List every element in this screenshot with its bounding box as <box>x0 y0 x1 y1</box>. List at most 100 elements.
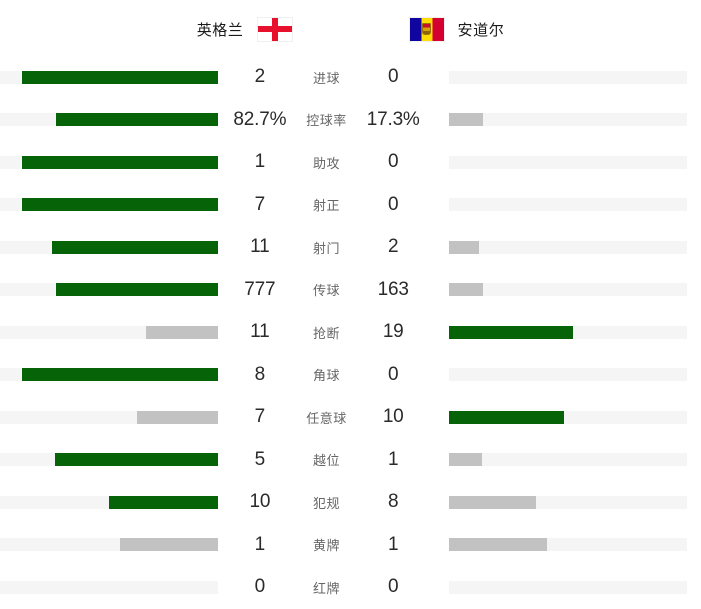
away-stat-value: 0 <box>388 151 399 173</box>
home-stat-value: 0 <box>254 576 266 598</box>
stat-label: 任意球 <box>306 410 347 426</box>
home-bar-track <box>0 240 218 254</box>
home-team-name: 英格兰 <box>196 21 244 39</box>
away-stat-value: 8 <box>388 491 399 513</box>
away-bar-track <box>449 325 687 339</box>
home-stat-value: 2 <box>254 66 266 88</box>
home-stat-value: 10 <box>249 491 271 513</box>
home-stat-value: 82.7% <box>233 108 287 130</box>
stat-row: 7 射正 0 <box>0 184 701 227</box>
away-stat-value: 1 <box>388 448 399 470</box>
stat-label: 黄牌 <box>313 538 341 554</box>
stat-label: 抢断 <box>313 325 341 341</box>
away-stat-value: 2 <box>388 236 399 258</box>
away-bar-track <box>449 113 687 127</box>
away-bar-track <box>449 368 687 382</box>
stat-row: 10 犯规 8 <box>0 481 701 524</box>
home-bar-fill <box>55 283 218 297</box>
stat-center-column: 1 黄牌 1 <box>218 534 435 556</box>
stat-row: 7 任意球 10 <box>0 396 701 439</box>
home-bar-track <box>0 155 218 169</box>
home-bar-fill <box>54 453 218 467</box>
home-bar-track <box>0 325 218 339</box>
home-stat-value: 11 <box>250 236 270 258</box>
away-bar-track <box>449 155 687 169</box>
stat-row: 5 越位 1 <box>0 439 701 482</box>
home-bar-track <box>0 410 218 424</box>
stat-row: 1 黄牌 1 <box>0 524 701 567</box>
stat-label: 传球 <box>313 283 341 299</box>
stat-center-column: 5 越位 1 <box>218 449 435 471</box>
away-stat-value: 0 <box>388 66 399 88</box>
stat-center-column: 82.7% 控球率 17.3% <box>218 109 435 131</box>
home-bar-track <box>0 198 218 212</box>
away-bar-track <box>449 495 687 509</box>
away-bar-track <box>449 240 687 254</box>
away-bar-track <box>449 580 687 594</box>
stat-center-column: 1 助攻 0 <box>218 151 435 173</box>
stat-center-column: 2 进球 0 <box>218 66 435 88</box>
stat-center-column: 10 犯规 8 <box>218 491 435 513</box>
home-bar-track <box>0 495 218 509</box>
stat-label: 射正 <box>313 198 341 214</box>
home-bar-fill <box>108 495 218 509</box>
stat-label: 助攻 <box>313 155 341 171</box>
away-bar-track <box>449 538 687 552</box>
away-bar-fill <box>449 325 573 339</box>
stat-row: 0 红牌 0 <box>0 566 701 609</box>
home-stat-value: 1 <box>254 151 266 173</box>
match-header: 英格兰 安道尔 <box>0 0 701 56</box>
away-bar-fill <box>449 495 536 509</box>
home-stat-value: 11 <box>250 321 270 343</box>
home-stat-value: 7 <box>254 406 266 428</box>
stat-label: 犯规 <box>313 495 341 511</box>
stat-center-column: 11 射门 2 <box>218 236 435 258</box>
stat-rows-list: 2 进球 0 82.7% 控球率 17.3% 1 助攻 0 7 射正 0 11 射门 2 777 传球 163 11… <box>0 56 701 609</box>
away-stat-value: 163 <box>377 278 409 300</box>
away-bar-fill <box>449 538 547 552</box>
away-stat-value: 10 <box>382 406 404 428</box>
away-team-name: 安道尔 <box>457 21 505 39</box>
stat-label: 控球率 <box>306 113 347 129</box>
stat-center-column: 0 红牌 0 <box>218 576 435 598</box>
away-bar-fill <box>449 410 564 424</box>
home-bar-track <box>0 368 218 382</box>
away-stat-value: 0 <box>388 193 399 215</box>
home-stat-value: 7 <box>254 193 266 215</box>
stat-label: 红牌 <box>313 580 341 596</box>
home-bar-track <box>0 580 218 594</box>
stat-center-column: 11 抢断 19 <box>218 321 435 343</box>
stat-row: 11 抢断 19 <box>0 311 701 354</box>
stat-row: 1 助攻 0 <box>0 141 701 184</box>
stat-row: 8 角球 0 <box>0 354 701 397</box>
away-bar-fill <box>449 453 482 467</box>
home-team-block[interactable]: 英格兰 <box>196 17 292 41</box>
away-team-block[interactable]: 安道尔 <box>409 17 505 41</box>
stat-label: 角球 <box>313 368 341 384</box>
england-flag-icon <box>257 17 292 41</box>
stat-row: 777 传球 163 <box>0 269 701 312</box>
home-bar-fill <box>21 70 218 84</box>
home-bar-fill <box>137 410 218 424</box>
home-bar-fill <box>52 240 218 254</box>
away-bar-fill <box>449 283 483 297</box>
stat-center-column: 7 射正 0 <box>218 194 435 216</box>
home-stat-value: 5 <box>254 448 266 470</box>
home-bar-track <box>0 70 218 84</box>
home-bar-fill <box>21 198 218 212</box>
home-bar-track <box>0 453 218 467</box>
stat-center-column: 777 传球 163 <box>218 279 435 301</box>
home-bar-track <box>0 538 218 552</box>
away-bar-track <box>449 198 687 212</box>
home-bar-fill <box>55 113 218 127</box>
home-bar-fill <box>21 368 218 382</box>
stat-row: 2 进球 0 <box>0 56 701 99</box>
stat-label: 射门 <box>313 240 341 256</box>
home-stat-value: 1 <box>254 533 266 555</box>
away-bar-fill <box>449 113 483 127</box>
home-stat-value: 777 <box>244 278 276 300</box>
stat-row: 11 射门 2 <box>0 226 701 269</box>
home-bar-fill <box>146 325 218 339</box>
stat-row: 82.7% 控球率 17.3% <box>0 99 701 142</box>
stat-center-column: 7 任意球 10 <box>218 406 435 428</box>
